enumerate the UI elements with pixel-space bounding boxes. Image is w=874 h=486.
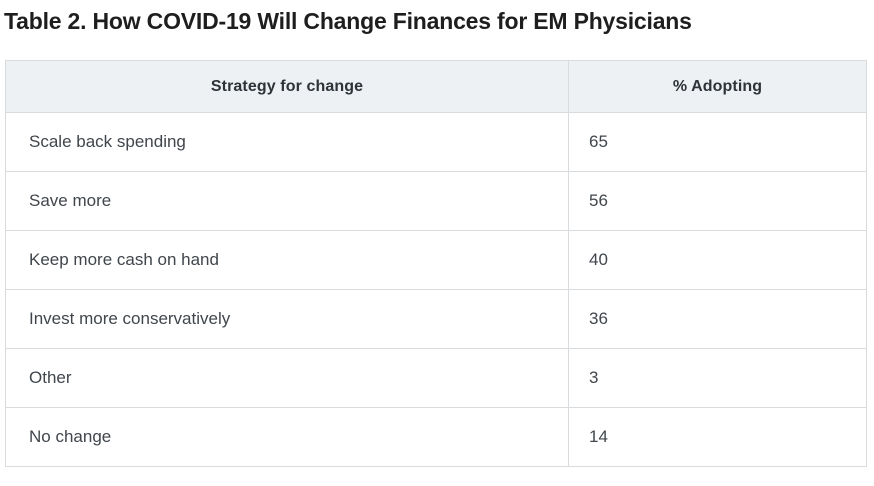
strategy-cell: Keep more cash on hand [5, 230, 569, 290]
table-header-row: Strategy for change % Adopting [5, 60, 867, 113]
table-row: Keep more cash on hand 40 [5, 230, 867, 290]
adopting-cell: 14 [568, 407, 867, 467]
covid-finances-table: Strategy for change % Adopting Scale bac… [5, 60, 867, 467]
adopting-cell: 65 [568, 112, 867, 172]
strategy-cell: No change [5, 407, 569, 467]
table-row: Scale back spending 65 [5, 112, 867, 172]
table-header: Strategy for change % Adopting [5, 60, 867, 113]
table-title: Table 2. How COVID-19 Will Change Financ… [4, 8, 692, 34]
table-body: Scale back spending 65 Save more 56 Keep… [5, 112, 867, 467]
strategy-cell: Save more [5, 171, 569, 231]
table-row: Invest more conservatively 36 [5, 289, 867, 349]
strategy-cell: Scale back spending [5, 112, 569, 172]
adopting-cell: 56 [568, 171, 867, 231]
table-row: No change 14 [5, 407, 867, 467]
column-header-strategy: Strategy for change [5, 60, 569, 113]
adopting-cell: 3 [568, 348, 867, 408]
adopting-cell: 36 [568, 289, 867, 349]
table-row: Other 3 [5, 348, 867, 408]
strategy-cell: Invest more conservatively [5, 289, 569, 349]
strategy-cell: Other [5, 348, 569, 408]
adopting-cell: 40 [568, 230, 867, 290]
table-row: Save more 56 [5, 171, 867, 231]
column-header-adopting: % Adopting [568, 60, 867, 113]
